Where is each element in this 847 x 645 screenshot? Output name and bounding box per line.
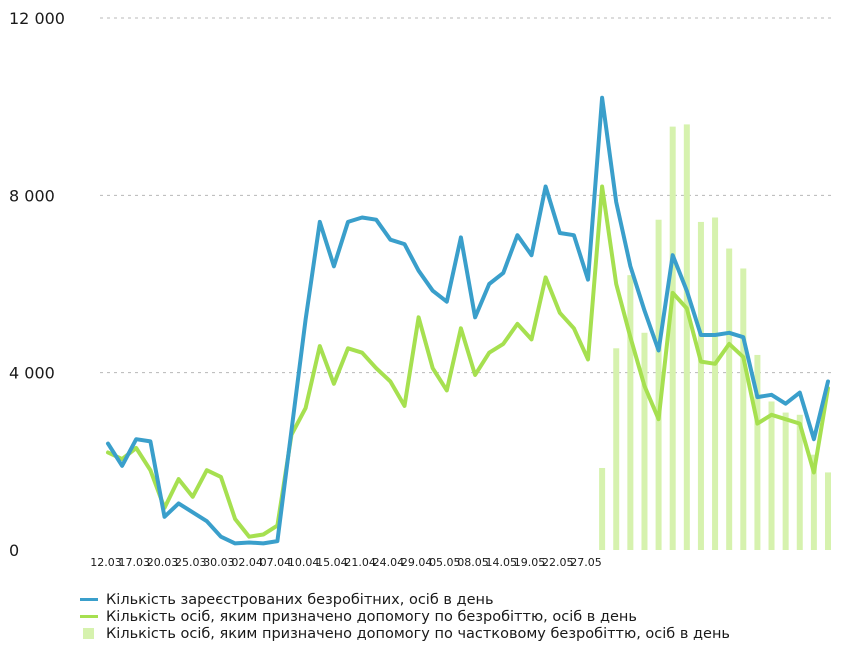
bar-partial xyxy=(796,414,803,550)
bar-partial xyxy=(712,217,719,550)
y-tick-label: 0 xyxy=(9,541,19,560)
x-tick-label: 14.05 xyxy=(486,556,518,569)
bar-partial xyxy=(655,219,662,550)
x-tick-label: 12.03 xyxy=(90,556,122,569)
line-chart: 0 4 000 8 000 12 000 12.0317.0320.0325.0330.… xyxy=(9,9,832,569)
bar-partial xyxy=(697,221,704,550)
legend-label-partial: Кількість осіб, яким призначено допомогу… xyxy=(106,625,730,642)
bar-partial xyxy=(768,401,775,550)
x-tick-label: 05.05 xyxy=(429,556,461,569)
legend-swatch-partial xyxy=(83,628,94,639)
bar-partial xyxy=(782,412,789,550)
legend-label-assigned: Кількість осіб, яким призначено допомогу… xyxy=(106,608,637,625)
bar-partial xyxy=(627,275,634,550)
series-line-registered xyxy=(106,95,830,546)
x-tick-label: 21.04 xyxy=(344,556,376,569)
x-tick-label: 29.04 xyxy=(401,556,433,569)
legend-item-registered: Кількість зареєстрованих безробітних, ос… xyxy=(80,591,730,608)
legend-swatch-registered xyxy=(80,598,98,601)
x-tick-label: 07.04 xyxy=(260,556,292,569)
bar-partial xyxy=(825,472,831,550)
x-tick-label: 10.04 xyxy=(288,556,320,569)
x-tick-label: 17.03 xyxy=(118,556,150,569)
x-tick-label: 24.04 xyxy=(373,556,405,569)
x-tick-label: 30.03 xyxy=(203,556,235,569)
legend: Кількість зареєстрованих безробітних, ос… xyxy=(80,591,730,642)
y-tick-label: 4 000 xyxy=(9,364,55,383)
x-tick-label: 27.05 xyxy=(570,556,602,569)
bar-partial xyxy=(754,354,761,550)
x-tick-label: 15.04 xyxy=(316,556,348,569)
y-tick-label: 8 000 xyxy=(9,186,55,205)
x-tick-label: 22.05 xyxy=(542,556,574,569)
bar-partial xyxy=(810,454,817,550)
legend-swatch-assigned xyxy=(80,615,98,618)
x-tick-label: 02.04 xyxy=(231,556,263,569)
series-line-assigned xyxy=(106,184,830,539)
bar-partial xyxy=(726,248,733,551)
y-tick-label: 12 000 xyxy=(9,9,65,28)
x-tick-label: 08.05 xyxy=(457,556,489,569)
bar-partial xyxy=(740,268,747,550)
legend-label-registered: Кількість зареєстрованих безробітних, ос… xyxy=(106,591,494,608)
bar-partial xyxy=(683,124,690,551)
bar-partial xyxy=(599,467,606,550)
legend-item-partial: Кількість осіб, яким призначено допомогу… xyxy=(80,625,730,642)
bar-partial xyxy=(669,126,676,550)
x-tick-label: 19.05 xyxy=(514,556,546,569)
x-tick-label: 20.03 xyxy=(147,556,179,569)
x-tick-label: 25.03 xyxy=(175,556,207,569)
legend-item-assigned: Кількість осіб, яким призначено допомогу… xyxy=(80,608,730,625)
bar-partial xyxy=(641,332,648,550)
bar-partial xyxy=(613,348,620,550)
